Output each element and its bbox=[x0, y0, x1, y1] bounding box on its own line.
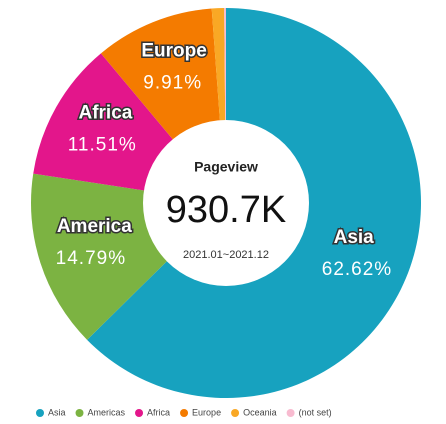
slice-label: Africa bbox=[78, 102, 132, 123]
legend-marker bbox=[231, 409, 240, 417]
value-label: 9.91% bbox=[143, 72, 202, 93]
center-subtitle: 2021.01~2021.12 bbox=[183, 249, 269, 261]
value-label: 11.51% bbox=[68, 134, 137, 155]
center-value: 930.7K bbox=[166, 189, 286, 231]
legend-label: (not set) bbox=[299, 407, 332, 417]
legend-label: Americas bbox=[88, 407, 126, 417]
slice-label: Asia bbox=[334, 227, 375, 248]
value-label: 14.79% bbox=[56, 248, 126, 269]
legend-label: Europe bbox=[192, 407, 221, 417]
slice-label: America bbox=[57, 216, 132, 237]
legend-label: Africa bbox=[147, 407, 170, 417]
legend-marker bbox=[135, 409, 144, 417]
center-title: Pageview bbox=[194, 159, 258, 175]
legend-marker bbox=[36, 409, 44, 417]
legend-label: Asia bbox=[48, 407, 66, 417]
legend-marker bbox=[180, 409, 189, 417]
legend-label: Oceania bbox=[243, 407, 277, 417]
donut-hole bbox=[143, 120, 309, 286]
slice-label: Europe bbox=[141, 40, 206, 61]
value-label: 62.62% bbox=[322, 259, 392, 280]
legend-marker bbox=[286, 409, 295, 417]
legend-marker bbox=[75, 409, 84, 417]
